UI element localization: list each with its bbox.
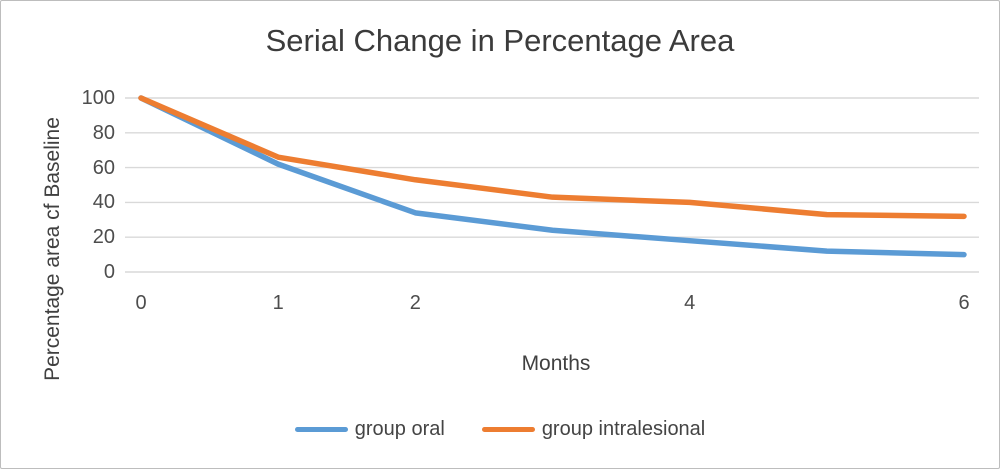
y-axis-title: Percentage area cf Baseline <box>41 117 64 381</box>
x-tick-label-1: 1 <box>272 292 284 314</box>
x-tick-label-2: 2 <box>409 292 421 314</box>
legend-label: group intralesional <box>541 417 706 440</box>
legend-item-group-intralesional: group intralesional <box>481 417 706 441</box>
chart-title: Serial Change in Percentage Area <box>265 23 735 58</box>
legend-item-group-oral: group oral <box>294 417 445 441</box>
y-tick-label-60: 60 <box>92 156 115 179</box>
legend-line-sample <box>481 426 535 432</box>
x-tick-label-6: 6 <box>958 292 970 314</box>
legend-line-sample <box>294 426 348 432</box>
x-tick-label-4: 4 <box>684 292 696 314</box>
chart-legend: group oral group intralesional <box>1 416 999 442</box>
y-tick-label-0: 0 <box>103 261 115 283</box>
x-tick-label-0: 0 <box>135 292 147 314</box>
series-line-group-intralesional <box>138 95 967 220</box>
y-tick-label-20: 20 <box>92 226 115 249</box>
legend-label: group oral <box>354 417 445 440</box>
y-tick-label-100: 100 <box>81 87 115 109</box>
x-axis-title: Months <box>521 352 591 375</box>
series-line-group-oral <box>138 95 967 258</box>
y-tick-label-40: 40 <box>92 191 115 214</box>
y-tick-label-80: 80 <box>92 121 115 144</box>
